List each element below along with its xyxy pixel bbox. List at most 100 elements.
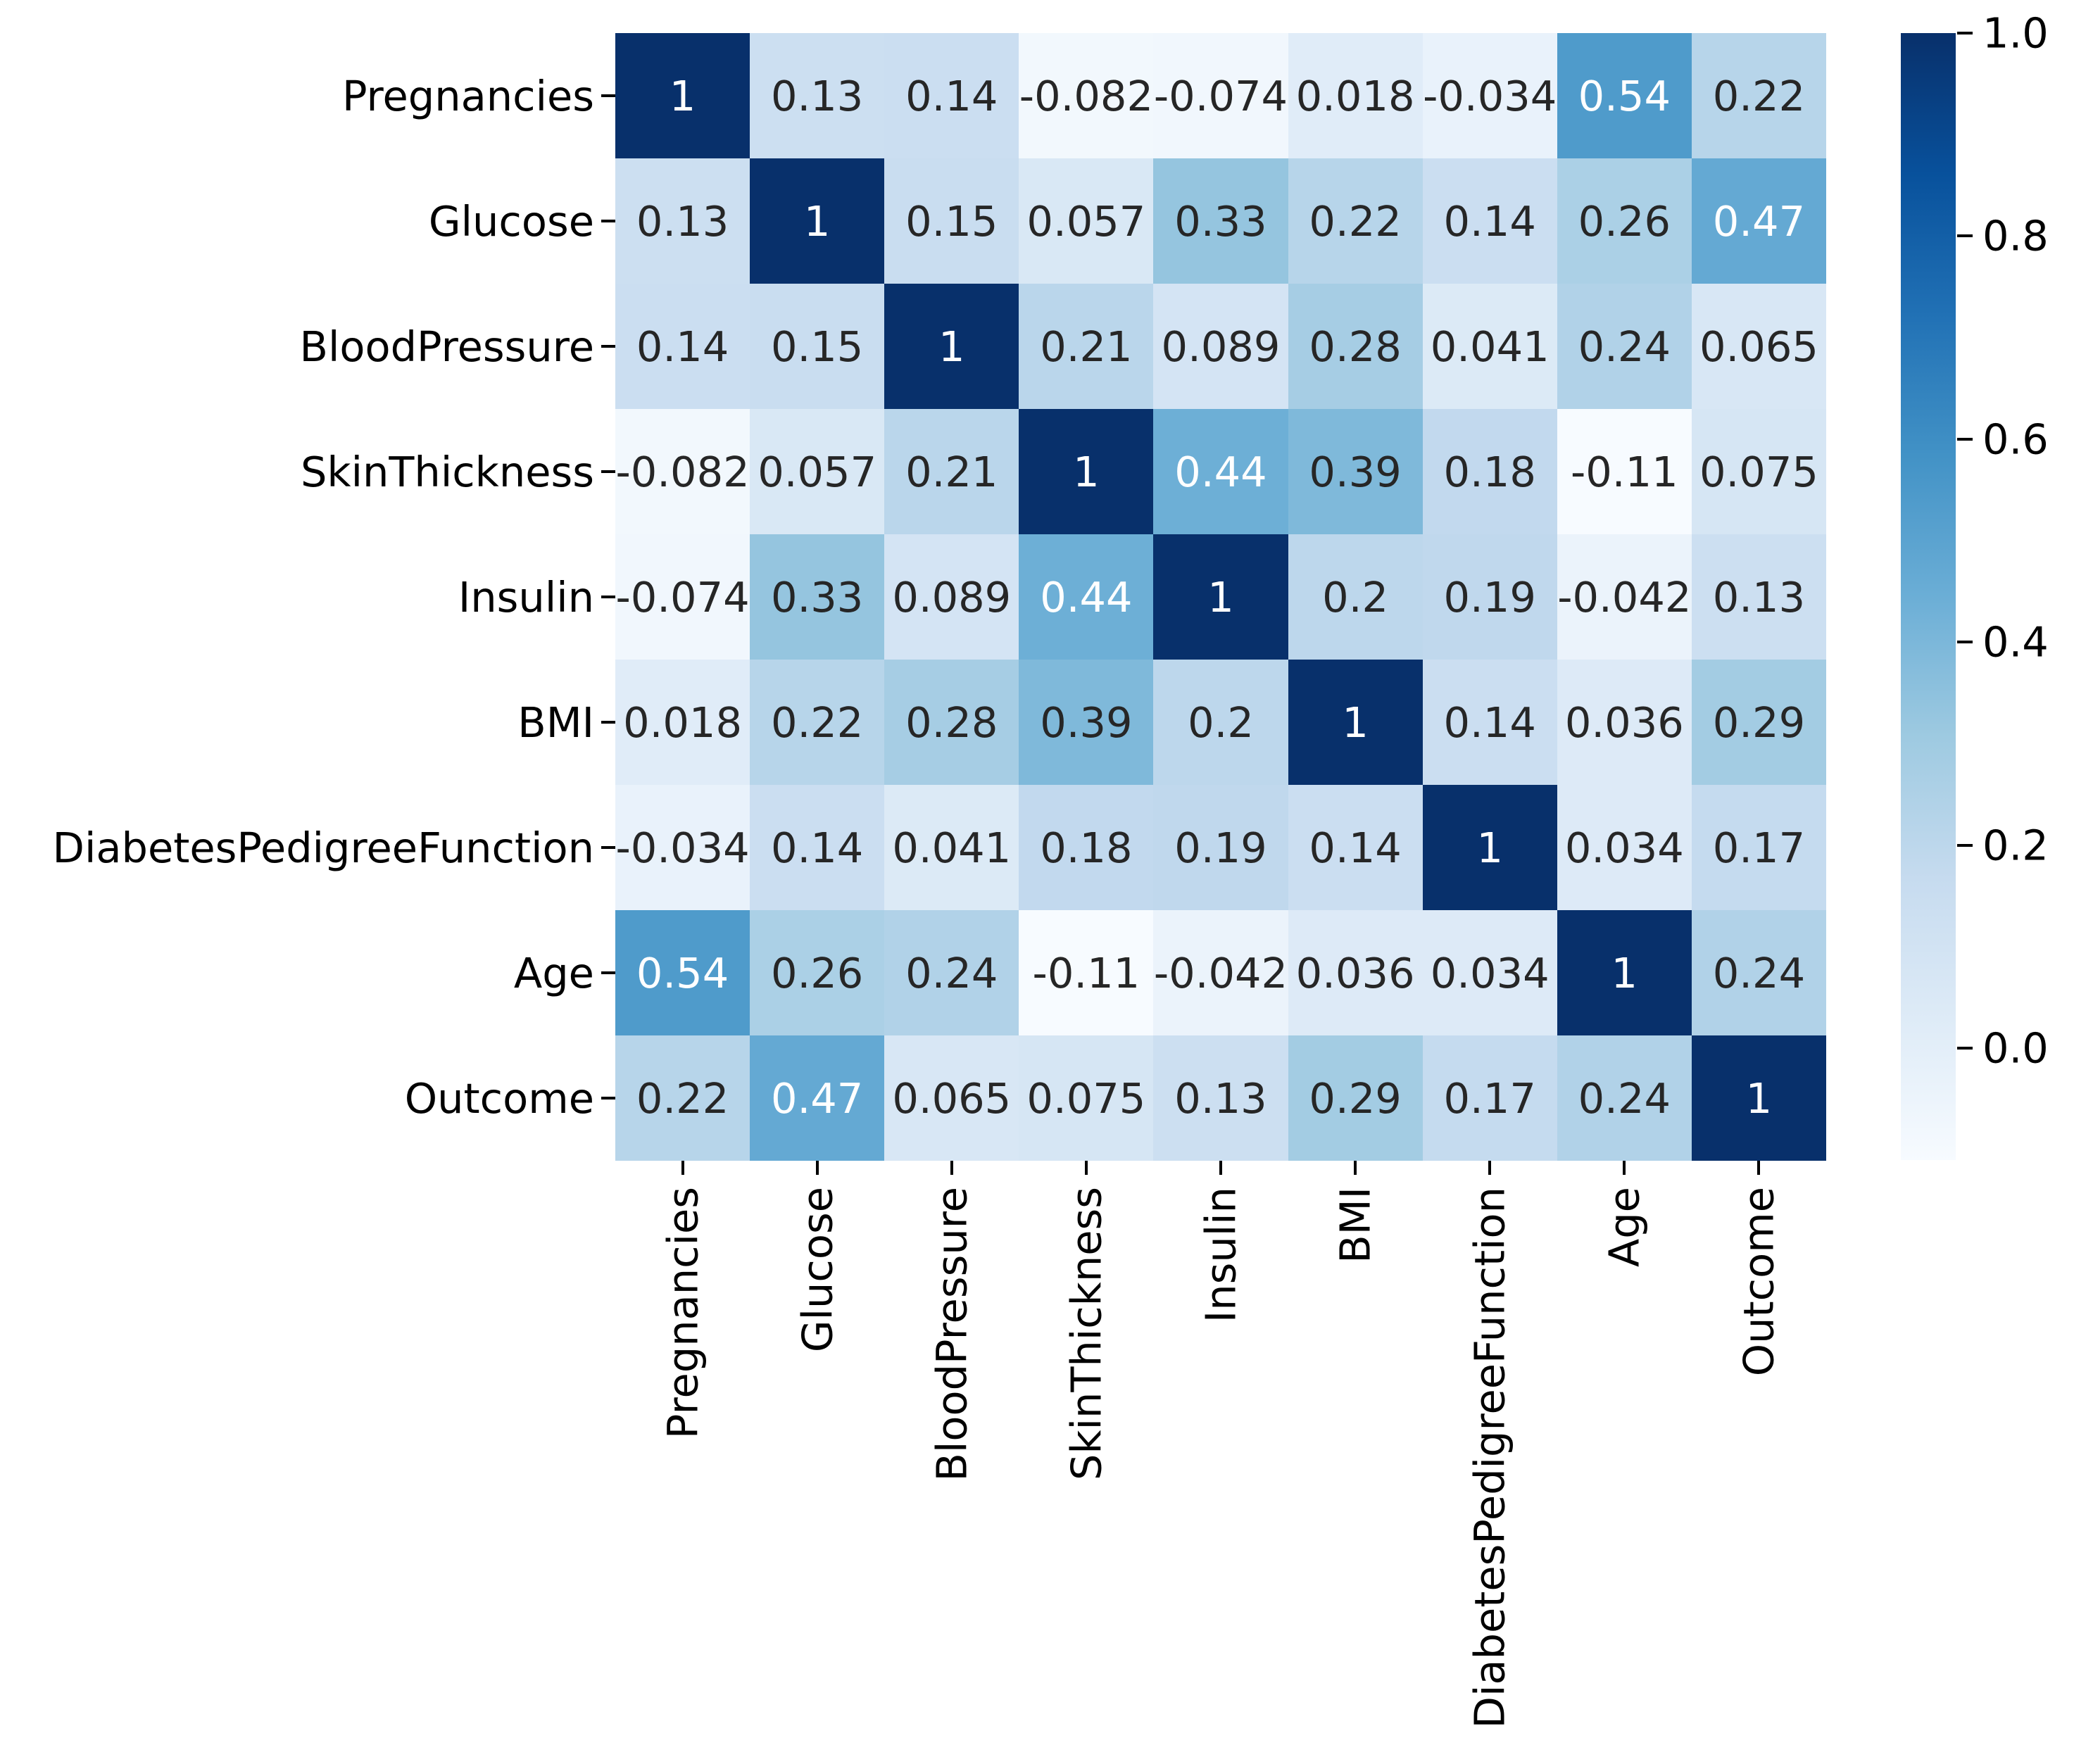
colorbar-tick-label-0.8: 0.8 — [1982, 211, 2049, 260]
heatmap-cell-BloodPressure-BloodPressure: 1 — [884, 284, 1019, 409]
colorbar-tick-label-0.0: 0.0 — [1982, 1023, 2049, 1073]
y-axis-label-Age: Age — [513, 948, 594, 997]
heatmap-cell-Glucose-Pregnancies: 0.13 — [615, 158, 750, 284]
heatmap-cell-BloodPressure-Glucose: 0.15 — [750, 284, 885, 409]
heatmap-cell-Outcome-Pregnancies: 0.22 — [615, 1035, 750, 1161]
heatmap-cell-BloodPressure-Age: 0.24 — [1557, 284, 1692, 409]
heatmap-cell-Pregnancies-SkinThickness: -0.082 — [1019, 33, 1154, 158]
heatmap-cell-BloodPressure-Outcome: 0.065 — [1691, 284, 1826, 409]
y-axis-label-BMI: BMI — [517, 698, 594, 747]
heatmap-cell-SkinThickness-Outcome: 0.075 — [1691, 409, 1826, 534]
heatmap-cell-SkinThickness-DiabetesPedigreeFunction: 0.18 — [1422, 409, 1557, 534]
heatmap-cell-Age-DiabetesPedigreeFunction: 0.034 — [1422, 910, 1557, 1035]
x-axis-label-Pregnancies: Pregnancies — [658, 1187, 708, 1439]
heatmap-cell-Outcome-DiabetesPedigreeFunction: 0.17 — [1422, 1035, 1557, 1161]
heatmap-cell-Outcome-Glucose: 0.47 — [750, 1035, 885, 1161]
heatmap-cell-Glucose-DiabetesPedigreeFunction: 0.14 — [1422, 158, 1557, 284]
heatmap-cell-Glucose-BMI: 0.22 — [1288, 158, 1423, 284]
heatmap-cell-Glucose-Insulin: 0.33 — [1153, 158, 1288, 284]
heatmap-cell-Insulin-BMI: 0.2 — [1288, 534, 1423, 660]
heatmap-cell-Age-Outcome: 0.24 — [1691, 910, 1826, 1035]
heatmap-cell-Age-Insulin: -0.042 — [1153, 910, 1288, 1035]
heatmap-cell-SkinThickness-SkinThickness: 1 — [1019, 409, 1154, 534]
heatmap-cell-BMI-BMI: 1 — [1288, 660, 1423, 785]
heatmap-cell-Insulin-SkinThickness: 0.44 — [1019, 534, 1154, 660]
heatmap-cell-DiabetesPedigreeFunction-Outcome: 0.17 — [1691, 785, 1826, 910]
heatmap-cell-Glucose-Glucose: 1 — [750, 158, 885, 284]
colorbar-tick — [1957, 1047, 1973, 1050]
x-tick — [1623, 1161, 1626, 1175]
heatmap-cell-Glucose-BloodPressure: 0.15 — [884, 158, 1019, 284]
heatmap-cell-SkinThickness-BMI: 0.39 — [1288, 409, 1423, 534]
x-tick — [1354, 1161, 1357, 1175]
colorbar-tick — [1957, 234, 1973, 238]
heatmap-cell-SkinThickness-Pregnancies: -0.082 — [615, 409, 750, 534]
heatmap-cell-DiabetesPedigreeFunction-Age: 0.034 — [1557, 785, 1692, 910]
heatmap-cell-Age-SkinThickness: -0.11 — [1019, 910, 1154, 1035]
heatmap-cell-Glucose-Age: 0.26 — [1557, 158, 1692, 284]
colorbar — [1901, 32, 1973, 1160]
y-axis-label-Outcome: Outcome — [404, 1073, 594, 1123]
heatmap-cell-Outcome-SkinThickness: 0.075 — [1019, 1035, 1154, 1161]
y-axis-label-Pregnancies: Pregnancies — [341, 71, 594, 120]
x-tick — [815, 1161, 819, 1175]
heatmap-cell-Age-Pregnancies: 0.54 — [615, 910, 750, 1035]
heatmap-cell-Pregnancies-Glucose: 0.13 — [750, 33, 885, 158]
heatmap-cell-Pregnancies-BMI: 0.018 — [1288, 33, 1423, 158]
y-axis-label-DiabetesPedigreeFunction: DiabetesPedigreeFunction — [52, 823, 594, 872]
colorbar-tick — [1957, 641, 1973, 644]
y-axis-label-BloodPressure: BloodPressure — [299, 322, 594, 371]
y-tick — [601, 470, 615, 473]
y-axis-label-Glucose: Glucose — [428, 196, 594, 246]
heatmap-cell-BloodPressure-BMI: 0.28 — [1288, 284, 1423, 409]
heatmap-cell-Age-Age: 1 — [1557, 910, 1692, 1035]
x-axis-label-DiabetesPedigreeFunction: DiabetesPedigreeFunction — [1465, 1187, 1514, 1729]
y-tick — [601, 846, 615, 849]
heatmap-cell-Outcome-BloodPressure: 0.065 — [884, 1035, 1019, 1161]
heatmap-cell-Insulin-BloodPressure: 0.089 — [884, 534, 1019, 660]
x-axis-label-Insulin: Insulin — [1196, 1187, 1245, 1323]
heatmap-cell-DiabetesPedigreeFunction-BMI: 0.14 — [1288, 785, 1423, 910]
heatmap-cell-Insulin-Age: -0.042 — [1557, 534, 1692, 660]
colorbar-tick — [1957, 32, 1973, 34]
heatmap-cell-BMI-Age: 0.036 — [1557, 660, 1692, 785]
heatmap-cell-SkinThickness-Glucose: 0.057 — [750, 409, 885, 534]
heatmap-cell-SkinThickness-BloodPressure: 0.21 — [884, 409, 1019, 534]
heatmap-cell-Age-BMI: 0.036 — [1288, 910, 1423, 1035]
x-axis-label-SkinThickness: SkinThickness — [1062, 1187, 1111, 1481]
x-tick — [1084, 1161, 1088, 1175]
colorbar-tick — [1957, 843, 1973, 847]
y-axis-label-SkinThickness: SkinThickness — [300, 447, 594, 496]
heatmap-cell-Insulin-Insulin: 1 — [1153, 534, 1288, 660]
heatmap-cell-Outcome-Outcome: 1 — [1691, 1035, 1826, 1161]
heatmap-cell-DiabetesPedigreeFunction-Pregnancies: -0.034 — [615, 785, 750, 910]
y-tick — [601, 94, 615, 97]
heatmap-cell-Outcome-BMI: 0.29 — [1288, 1035, 1423, 1161]
x-axis-label-Outcome: Outcome — [1734, 1187, 1783, 1377]
heatmap-cell-DiabetesPedigreeFunction-BloodPressure: 0.041 — [884, 785, 1019, 910]
y-axis-label-Insulin: Insulin — [458, 572, 594, 622]
heatmap-cell-Insulin-Pregnancies: -0.074 — [615, 534, 750, 660]
x-axis-label-Age: Age — [1600, 1187, 1649, 1268]
colorbar-tick-label-0.2: 0.2 — [1982, 821, 2049, 870]
heatmap-grid: 1 0.13 0.14 -0.082 -0.074 0.018 -0.034 0.54 0.22… — [615, 33, 1826, 1161]
x-axis-label-Glucose: Glucose — [793, 1187, 842, 1353]
heatmap-cell-BMI-Outcome: 0.29 — [1691, 660, 1826, 785]
heatmap-cell-Age-Glucose: 0.26 — [750, 910, 885, 1035]
heatmap-cell-BloodPressure-SkinThickness: 0.21 — [1019, 284, 1154, 409]
y-tick — [601, 971, 615, 974]
heatmap-cell-DiabetesPedigreeFunction-DiabetesPedigreeFunction: 1 — [1422, 785, 1557, 910]
heatmap-cell-BMI-Insulin: 0.2 — [1153, 660, 1288, 785]
x-tick — [950, 1161, 953, 1175]
x-tick — [681, 1161, 684, 1175]
x-tick — [1757, 1161, 1761, 1175]
heatmap-cell-Age-BloodPressure: 0.24 — [884, 910, 1019, 1035]
heatmap-cell-Pregnancies-Pregnancies: 1 — [615, 33, 750, 158]
y-tick — [601, 721, 615, 724]
heatmap-cell-DiabetesPedigreeFunction-Glucose: 0.14 — [750, 785, 885, 910]
heatmap-cell-BMI-SkinThickness: 0.39 — [1019, 660, 1154, 785]
heatmap-cell-Pregnancies-Outcome: 0.22 — [1691, 33, 1826, 158]
heatmap-cell-Insulin-Glucose: 0.33 — [750, 534, 885, 660]
heatmap-cell-Glucose-SkinThickness: 0.057 — [1019, 158, 1154, 284]
